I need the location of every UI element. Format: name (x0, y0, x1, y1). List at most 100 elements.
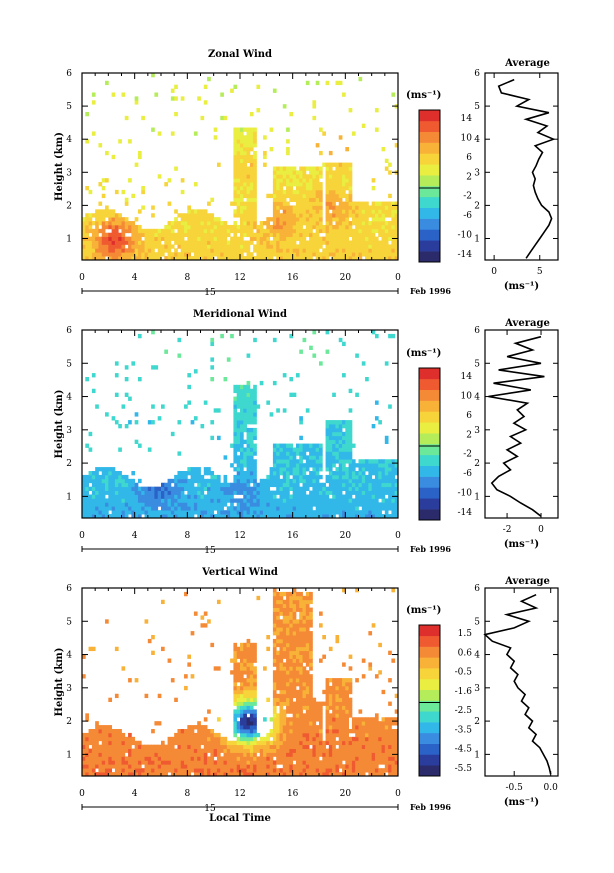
heatmap-cell (335, 693, 340, 699)
heatmap-cell (351, 486, 356, 491)
heatmap-cell (302, 768, 307, 773)
heatmap-cell (338, 732, 343, 738)
heatmap-cell (197, 764, 201, 769)
heatmap-cell (164, 240, 168, 245)
heatmap-cell (88, 510, 93, 515)
heatmap-cell (384, 471, 389, 476)
heatmap-cell (292, 166, 297, 171)
heatmap-cell (299, 725, 303, 730)
heatmap-cell (121, 478, 126, 484)
heatmap-cell (289, 701, 294, 706)
heatmap-cell (302, 510, 307, 515)
heatmap-cell (286, 182, 290, 187)
heatmap-cell (338, 486, 343, 491)
heatmap-cell (388, 193, 392, 199)
heatmap-cell (315, 459, 320, 464)
heatmap-cell (246, 678, 251, 683)
heatmap-cell (263, 236, 267, 241)
heatmap-cell (121, 756, 126, 761)
heatmap-cell (309, 611, 313, 616)
heatmap-cell (295, 490, 300, 495)
heatmap-cell (266, 510, 271, 515)
heatmap-cell (384, 502, 389, 507)
heatmap-cell (312, 760, 317, 765)
heatmap-cell (338, 471, 343, 476)
heatmap-cell (299, 236, 303, 241)
heatmap-cell (174, 764, 178, 769)
heatmap-cell (154, 252, 159, 257)
heatmap-cell (279, 166, 284, 171)
heatmap-cell (388, 514, 392, 519)
heatmap-cell (381, 478, 386, 484)
heatmap-cell (223, 490, 228, 495)
heatmap-cell (85, 732, 89, 738)
heatmap-cell (105, 768, 109, 773)
heatmap-cell (88, 478, 93, 484)
heatmap-cell (309, 451, 313, 456)
heatmap-cell (315, 463, 320, 468)
heatmap-cell (114, 256, 119, 261)
heatmap-cell (322, 482, 326, 488)
heatmap-cell (253, 201, 257, 206)
heatmap-cell (286, 486, 290, 491)
heatmap-cell (272, 599, 277, 605)
heatmap-cell (82, 228, 86, 234)
heatmap-cell (259, 740, 264, 746)
heatmap-cell (305, 764, 310, 769)
heatmap-cell (305, 693, 310, 699)
heatmap-cell (230, 502, 234, 507)
heatmap-cell (101, 256, 106, 261)
heatmap-cell (279, 705, 284, 710)
heatmap-cell (358, 76, 363, 82)
heatmap-cell (276, 674, 280, 679)
heatmap-cell (319, 768, 323, 773)
heatmap-cell (184, 674, 188, 679)
heatmap-cell (295, 638, 300, 644)
heatmap-cell (197, 502, 201, 507)
heatmap-cell (299, 752, 303, 757)
heatmap-cell (105, 490, 109, 495)
heatmap-cell (111, 478, 116, 484)
heatmap-cell (220, 224, 224, 230)
heatmap-cell (338, 736, 343, 742)
heatmap-cell (319, 256, 323, 261)
heatmap-cell (216, 256, 221, 261)
heatmap-cell (141, 752, 145, 757)
heatmap-cell (279, 678, 284, 683)
heatmap-cell (91, 388, 96, 394)
heatmap-cell (263, 764, 267, 769)
heatmap-cell (348, 232, 353, 238)
heatmap-cell (131, 236, 136, 241)
heatmap-cell (361, 205, 366, 210)
heatmap-cell (223, 248, 228, 253)
heatmap-cell (85, 760, 89, 765)
heatmap-cell (263, 736, 267, 742)
heatmap-cell (325, 768, 330, 773)
heatmap-cell (295, 740, 300, 746)
heatmap-cell (342, 463, 346, 468)
heatmap-cell (282, 756, 287, 761)
colorbar-swatch (419, 196, 440, 209)
heatmap-cell (312, 478, 317, 484)
heatmap-cell (220, 486, 224, 491)
heatmap-cell (279, 607, 284, 612)
heatmap-cell (266, 248, 271, 253)
heatmap-cell (312, 236, 317, 241)
heatmap-cell (289, 510, 294, 515)
heatmap-cell (368, 224, 373, 230)
heatmap-cell (111, 240, 116, 245)
heatmap-cell (141, 506, 145, 511)
heatmap-cell (374, 400, 379, 405)
heatmap-cell (345, 147, 350, 152)
heatmap-cell (88, 248, 93, 253)
heatmap-cell (328, 228, 333, 234)
heatmap-cell (299, 717, 303, 722)
heatmap-cell (325, 221, 330, 226)
heatmap-cell (263, 506, 267, 511)
heatmap-cell (101, 482, 106, 488)
heatmap-cell (309, 498, 313, 503)
heatmap-cell (299, 693, 303, 699)
heatmap-cell (253, 139, 257, 144)
heatmap-cell (246, 252, 251, 257)
heatmap-cell (292, 467, 297, 472)
